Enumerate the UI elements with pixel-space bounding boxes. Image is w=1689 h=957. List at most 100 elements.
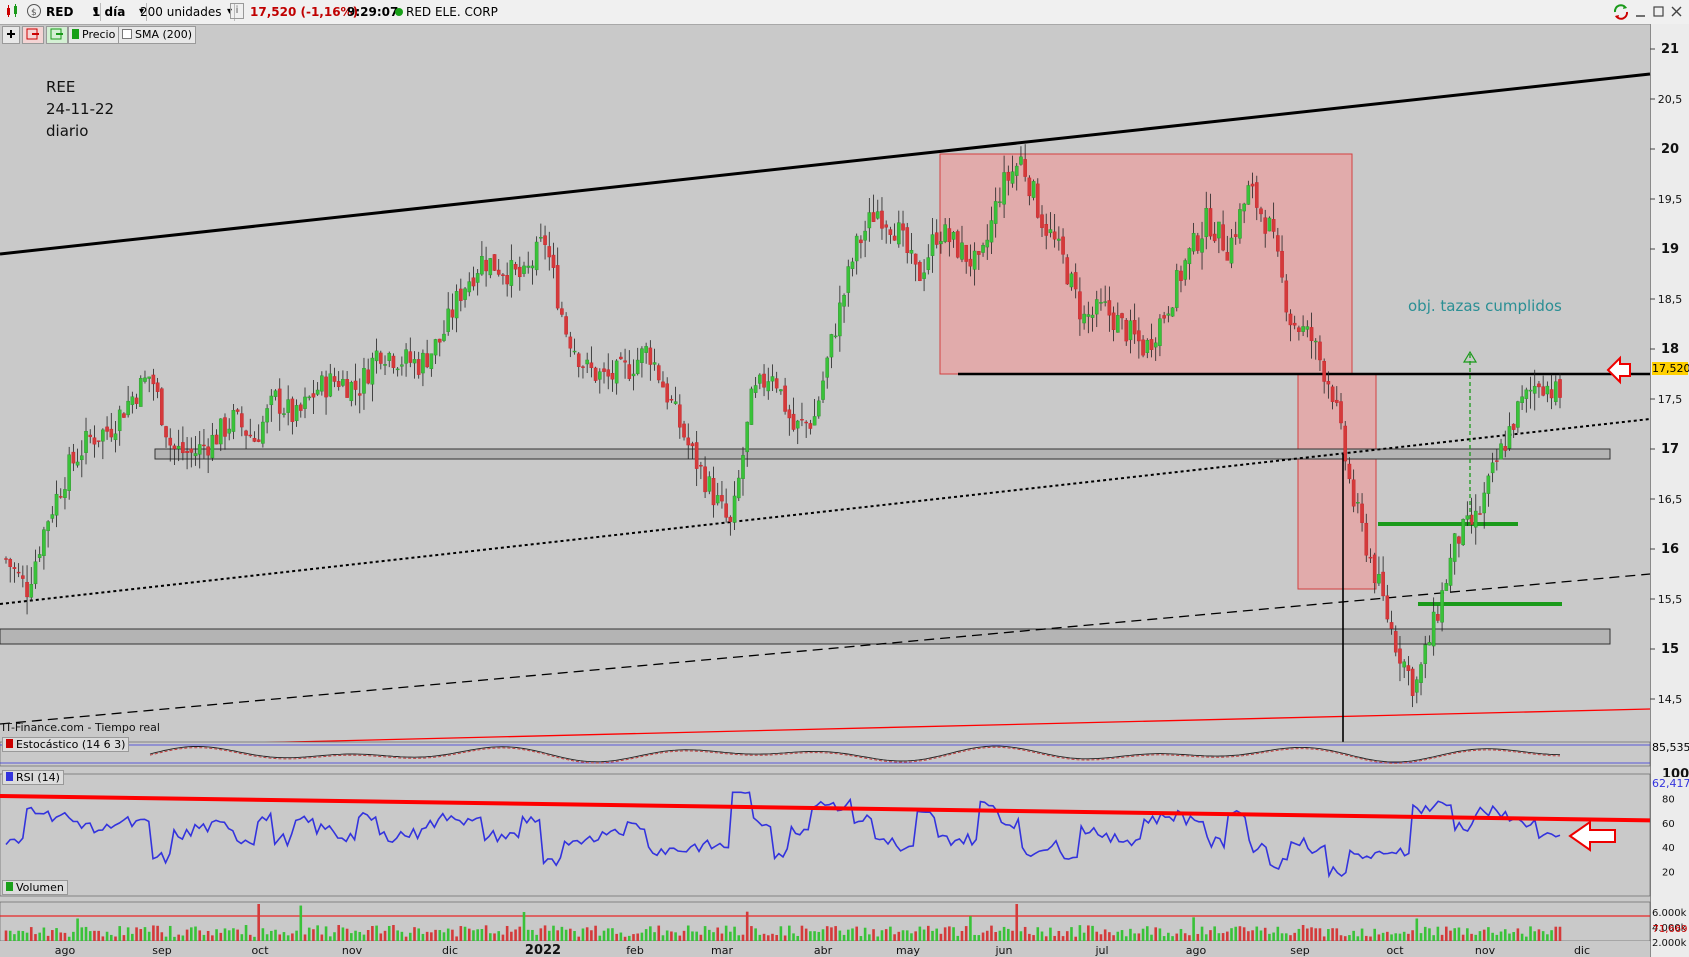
volume-bar <box>34 934 37 941</box>
volume-bar <box>775 934 778 941</box>
price-tick-label: 17,5 <box>1658 393 1683 406</box>
volume-bar <box>1196 933 1200 941</box>
minimize-icon[interactable] <box>1634 3 1648 21</box>
candle <box>1326 371 1331 399</box>
volume-bar <box>1423 926 1427 941</box>
candle <box>1002 155 1006 218</box>
units-select[interactable]: 200 unidades <box>140 3 235 21</box>
candle-body <box>1495 460 1499 462</box>
volume-bar <box>846 929 850 941</box>
volume-bar <box>703 926 707 941</box>
volume-bar <box>63 932 67 941</box>
candle <box>1200 221 1204 270</box>
rsi-label[interactable]: RSI (14) <box>2 770 64 785</box>
candle <box>543 225 547 260</box>
remove-icon[interactable] <box>22 26 44 44</box>
export-icon[interactable] <box>46 26 68 44</box>
candle-body <box>779 389 783 392</box>
info-icon[interactable]: i <box>230 3 244 19</box>
volume-bar <box>1322 936 1326 941</box>
x-tick-label: dic <box>1574 944 1590 957</box>
rsi-tick-label: 40 <box>1662 843 1675 854</box>
candle-body <box>1179 270 1183 281</box>
candle-body <box>265 408 269 423</box>
candle-body <box>1145 340 1150 353</box>
note-date: 24-11-22 <box>46 100 115 118</box>
candle <box>699 461 703 480</box>
candle-body <box>1254 182 1259 208</box>
candle <box>610 360 615 392</box>
volume-bar <box>720 933 724 941</box>
refresh-icon[interactable] <box>1612 3 1630 21</box>
candle-body <box>972 250 977 270</box>
candle <box>1023 144 1027 182</box>
candle <box>126 385 130 418</box>
candle <box>1545 381 1550 403</box>
candle <box>1116 302 1120 333</box>
candle <box>1137 317 1141 359</box>
volume-bar <box>1512 932 1515 941</box>
candle <box>1368 548 1373 564</box>
sma-toggle[interactable]: SMA (200) <box>118 26 197 44</box>
add-indicator-icon[interactable] <box>2 26 20 44</box>
volume-bar <box>838 930 842 941</box>
candle <box>294 399 299 427</box>
volume-bar <box>501 934 505 941</box>
currency-icon[interactable]: $ <box>26 3 42 21</box>
volume-bar <box>1065 931 1069 941</box>
candle <box>391 353 396 374</box>
x-tick-label: oct <box>1386 944 1404 957</box>
candle-body <box>1351 479 1356 507</box>
candle-body <box>210 434 215 459</box>
maximize-icon[interactable] <box>1652 3 1666 21</box>
candle <box>993 187 998 238</box>
candle <box>282 407 286 418</box>
volume-bar <box>236 929 239 941</box>
candle-body <box>1448 557 1453 586</box>
candle-body <box>998 201 1002 203</box>
candle-body <box>155 382 160 392</box>
candle-body <box>838 302 842 337</box>
volume-bar <box>884 929 888 941</box>
candle-body <box>690 443 695 447</box>
candle <box>884 220 888 244</box>
volume-bar <box>143 927 147 941</box>
candle-body <box>648 347 653 365</box>
candle-body <box>1288 313 1293 326</box>
candle-body <box>395 368 400 371</box>
volume-label[interactable]: Volumen <box>2 880 68 895</box>
volume-bar <box>1116 931 1120 941</box>
stochastic-label[interactable]: Estocástico (14 6 3) <box>2 737 130 752</box>
candle-body <box>328 373 333 397</box>
volume-tick-label: 4.000k <box>1652 923 1687 934</box>
volume-bar <box>139 929 143 941</box>
volume-bar <box>25 932 29 941</box>
candle-body <box>1461 519 1465 546</box>
candle <box>825 356 830 389</box>
volume-bar <box>1533 931 1537 941</box>
volume-bar <box>1546 934 1549 941</box>
candle-body <box>602 368 606 372</box>
candle <box>1558 373 1562 409</box>
interval-select[interactable]: 1 día <box>92 3 147 21</box>
volume-bar <box>219 932 223 941</box>
rsi-value: 62,417 <box>1652 777 1689 790</box>
candle <box>1069 271 1074 291</box>
candle-body <box>1473 510 1478 528</box>
candle-body <box>1132 319 1137 335</box>
rsi-swatch <box>6 772 13 781</box>
candle <box>501 272 505 285</box>
candle <box>593 366 598 383</box>
volume-value: 71,669 <box>1652 924 1688 935</box>
candle-body <box>539 237 543 239</box>
candle-body <box>433 339 438 356</box>
candle-body <box>370 357 375 385</box>
x-tick-label: 2022 <box>525 943 561 957</box>
candles-icon[interactable] <box>4 3 20 21</box>
price-tick-label: 17 <box>1661 442 1679 457</box>
candle-body <box>1457 536 1461 544</box>
close-icon[interactable] <box>1670 3 1684 21</box>
volume-bar <box>682 930 686 941</box>
candle-body <box>825 357 830 378</box>
volume-bar <box>215 929 218 941</box>
